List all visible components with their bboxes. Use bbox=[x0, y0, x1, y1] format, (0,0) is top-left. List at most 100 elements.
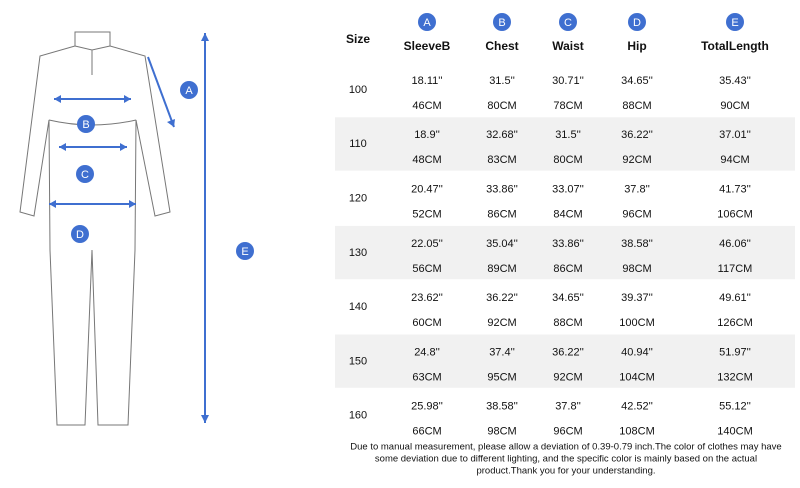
column-letter-circle bbox=[418, 13, 436, 31]
inch-cell: 36.22'' bbox=[486, 292, 518, 304]
cm-cell: 92CM bbox=[553, 371, 582, 383]
diagram-label-circle bbox=[76, 165, 94, 183]
cm-cell: 92CM bbox=[487, 317, 516, 329]
inch-cell: 33.86'' bbox=[552, 238, 584, 250]
cm-cell: 98CM bbox=[487, 426, 516, 438]
cm-cell: 94CM bbox=[720, 154, 749, 166]
inch-cell: 35.43'' bbox=[719, 75, 751, 87]
inch-cell: 25.98'' bbox=[411, 401, 443, 413]
arrowhead bbox=[124, 95, 131, 103]
size-cell: 130 bbox=[349, 247, 367, 259]
inch-cell: 39.37'' bbox=[621, 292, 653, 304]
inch-cell: 40.94'' bbox=[621, 346, 653, 358]
diagram-label-circle bbox=[180, 81, 198, 99]
inch-cell: 36.22'' bbox=[552, 346, 584, 358]
cm-cell: 83CM bbox=[487, 154, 516, 166]
cm-cell: 89CM bbox=[487, 263, 516, 275]
inch-cell: 30.71'' bbox=[552, 75, 584, 87]
note-line: product.Thank you for your understanding… bbox=[476, 466, 655, 477]
size-cell: 100 bbox=[349, 84, 367, 96]
arrowhead bbox=[54, 95, 61, 103]
cm-cell: 48CM bbox=[412, 154, 441, 166]
cm-cell: 66CM bbox=[412, 426, 441, 438]
cm-cell: 100CM bbox=[619, 317, 654, 329]
diagram-label: D bbox=[76, 229, 84, 241]
cm-cell: 78CM bbox=[553, 100, 582, 112]
cm-cell: 104CM bbox=[619, 371, 654, 383]
size-header: Size bbox=[346, 32, 370, 46]
cm-cell: 88CM bbox=[622, 100, 651, 112]
diagram-label: A bbox=[185, 85, 193, 97]
arrowhead bbox=[129, 200, 136, 208]
cm-cell: 108CM bbox=[619, 426, 654, 438]
column-letter-circle bbox=[628, 13, 646, 31]
inch-cell: 18.11'' bbox=[412, 75, 443, 87]
cm-cell: 140CM bbox=[717, 426, 752, 438]
size-cell: 140 bbox=[349, 301, 367, 313]
column-letter: E bbox=[731, 17, 738, 29]
row-band bbox=[335, 334, 795, 388]
diagram-label-circle bbox=[71, 225, 89, 243]
cm-cell: 98CM bbox=[622, 263, 651, 275]
inch-cell: 37.4'' bbox=[489, 346, 515, 358]
inch-cell: 31.5'' bbox=[555, 129, 581, 141]
arrowhead bbox=[201, 33, 209, 41]
inch-cell: 22.05'' bbox=[411, 238, 443, 250]
inch-cell: 42.52'' bbox=[621, 401, 653, 413]
inch-cell: 51.97'' bbox=[719, 346, 751, 358]
inch-cell: 23.62'' bbox=[411, 292, 443, 304]
cm-cell: 84CM bbox=[553, 209, 582, 221]
cm-cell: 96CM bbox=[553, 426, 582, 438]
arrowhead bbox=[167, 119, 175, 127]
note-line: Due to manual measurement, please allow … bbox=[350, 442, 781, 453]
column-letter-circle bbox=[726, 13, 744, 31]
inch-cell: 37.8'' bbox=[555, 401, 581, 413]
cm-cell: 96CM bbox=[622, 209, 651, 221]
inch-cell: 37.8'' bbox=[624, 184, 650, 196]
size-cell: 110 bbox=[349, 138, 367, 150]
column-letter: D bbox=[633, 17, 641, 29]
inch-cell: 55.12'' bbox=[719, 401, 751, 413]
cm-cell: 80CM bbox=[487, 100, 516, 112]
cm-cell: 88CM bbox=[553, 317, 582, 329]
measure-arrows bbox=[49, 33, 206, 423]
inch-cell: 49.61'' bbox=[719, 292, 751, 304]
cm-cell: 46CM bbox=[412, 100, 441, 112]
arrowhead bbox=[49, 200, 56, 208]
cm-cell: 117CM bbox=[718, 263, 753, 275]
column-letter: C bbox=[564, 17, 572, 29]
inch-cell: 38.58'' bbox=[486, 401, 518, 413]
arrowhead bbox=[120, 143, 127, 151]
column-letter: B bbox=[498, 17, 505, 29]
column-header: Chest bbox=[485, 39, 518, 53]
column-header: SleeveB bbox=[404, 39, 451, 53]
cm-cell: 132CM bbox=[717, 371, 752, 383]
diagram-label: C bbox=[81, 169, 89, 181]
inch-cell: 46.06'' bbox=[719, 238, 751, 250]
diagram-label: B bbox=[82, 119, 89, 131]
cm-cell: 92CM bbox=[622, 154, 651, 166]
inch-cell: 34.65'' bbox=[552, 292, 584, 304]
inch-cell: 33.07'' bbox=[552, 184, 584, 196]
cm-cell: 86CM bbox=[487, 209, 516, 221]
diagram-label-circle bbox=[77, 115, 95, 133]
column-letter-circle bbox=[493, 13, 511, 31]
diagram-label: E bbox=[241, 246, 248, 258]
cm-cell: 126CM bbox=[717, 317, 752, 329]
inch-cell: 34.65'' bbox=[621, 75, 653, 87]
size-cell: 150 bbox=[349, 355, 367, 367]
row-band bbox=[335, 225, 795, 280]
cm-cell: 80CM bbox=[553, 154, 582, 166]
cm-cell: 60CM bbox=[412, 317, 441, 329]
inch-cell: 32.68'' bbox=[486, 129, 518, 141]
garment-outline bbox=[19, 31, 171, 426]
size-cell: 120 bbox=[349, 193, 367, 205]
cm-cell: 106CM bbox=[717, 209, 752, 221]
arrowhead bbox=[59, 143, 66, 151]
cm-cell: 90CM bbox=[720, 100, 749, 112]
row-band bbox=[335, 117, 795, 171]
inch-cell: 35.04'' bbox=[486, 238, 518, 250]
column-letter: A bbox=[423, 17, 431, 29]
inch-cell: 24.8'' bbox=[414, 346, 440, 358]
